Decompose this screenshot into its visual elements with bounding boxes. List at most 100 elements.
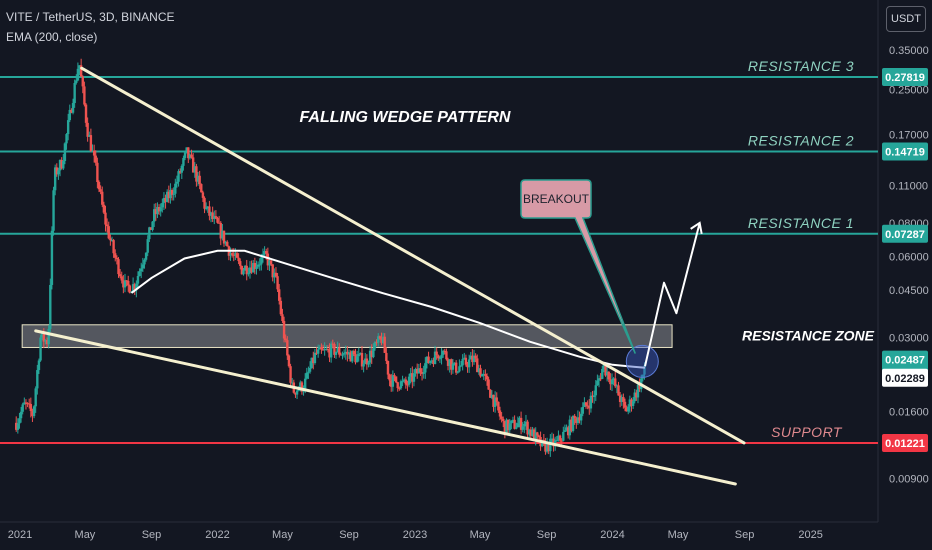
ema-value-tag-bg [882, 368, 928, 387]
candle-body [487, 379, 490, 390]
candle-body [45, 340, 49, 345]
candle-body [610, 380, 614, 385]
candle-body [562, 431, 565, 441]
candle-body [479, 368, 482, 377]
candle-body [169, 189, 172, 199]
candle-body [118, 274, 122, 277]
candle-body [136, 275, 140, 284]
candle-body [27, 403, 31, 405]
candle-body [560, 440, 563, 442]
candle-body [584, 402, 588, 406]
candle-body [265, 251, 268, 254]
candle-body [618, 395, 622, 403]
candle-body [605, 371, 609, 376]
breakout-label: BREAKOUT [523, 192, 590, 206]
candle-body [513, 419, 516, 429]
candle-body [403, 379, 406, 381]
candle-body [39, 337, 42, 361]
candle-body [26, 403, 29, 405]
candle-body [484, 374, 487, 376]
candle-body [430, 360, 434, 362]
candle-body [286, 340, 289, 356]
indicator-info[interactable]: EMA (200, close) [6, 30, 98, 44]
symbol-info[interactable]: VITE / TetherUS, 3D, BINANCE [6, 10, 175, 24]
projection-arrowhead [690, 221, 703, 235]
candle-body [471, 355, 474, 363]
candle-body [75, 80, 78, 83]
candle-body [49, 284, 52, 329]
ema-200-line [130, 249, 646, 369]
candles [15, 58, 646, 457]
level-price-tag-bg [882, 142, 928, 161]
candle-body [518, 417, 521, 424]
candle-body [432, 360, 435, 365]
level-label-support: SUPPORT [771, 424, 843, 440]
candle-body [385, 352, 388, 361]
candle-body [615, 385, 619, 387]
candle-body [485, 375, 489, 380]
candle-body [381, 336, 385, 343]
candle-body [313, 352, 317, 364]
candle-body [263, 251, 266, 255]
candle-body [297, 389, 300, 391]
candle-body [628, 399, 632, 407]
candle-body [467, 359, 471, 368]
candle-body [516, 423, 520, 428]
candle-body [300, 382, 304, 392]
candle-body [346, 351, 349, 355]
candle-body [599, 378, 602, 380]
candle-body [191, 157, 195, 173]
candle-body [162, 198, 166, 204]
candle-body [258, 264, 261, 266]
candle-body [260, 257, 263, 265]
candle-body [63, 143, 67, 161]
candle-body [70, 109, 73, 113]
candle-body [563, 430, 567, 432]
candle-body [573, 415, 576, 419]
candle-body [40, 332, 44, 338]
candle-body [633, 392, 636, 402]
last-price-tag: 0.02487 [885, 355, 925, 367]
candle-body [323, 349, 326, 351]
candle-body [336, 347, 339, 352]
candle-body [364, 358, 367, 364]
candle-body [472, 355, 476, 363]
candle-body [404, 379, 408, 385]
candle-body [354, 354, 357, 363]
candle-body [226, 241, 229, 247]
ema-value-tag: 0.02289 [885, 373, 925, 385]
x-tick-label: 2023 [403, 529, 427, 541]
candle-body [206, 206, 209, 209]
candle-body [274, 272, 278, 277]
y-tick-label: 0.03000 [889, 333, 929, 345]
candle-body [23, 402, 26, 405]
candle-body [521, 426, 524, 430]
candle-body [414, 368, 417, 374]
candle-body [497, 401, 500, 411]
candle-body [428, 361, 432, 364]
level-price-tag-bg [882, 67, 928, 86]
candle-body [178, 171, 182, 173]
candle-body [604, 364, 607, 376]
candle-body [248, 267, 252, 274]
level-price-tag: 0.14719 [885, 147, 925, 159]
candle-body [79, 65, 83, 77]
candle-body [161, 203, 164, 208]
candle-body [276, 276, 279, 290]
candle-body [495, 397, 498, 402]
candle-body [383, 336, 386, 353]
candle-body [237, 257, 240, 262]
candle-body [214, 216, 218, 218]
candle-body [493, 397, 497, 407]
candle-body [433, 351, 437, 365]
candle-body [329, 343, 333, 358]
candle-body [623, 401, 627, 408]
currency-button[interactable]: USDT [886, 6, 926, 32]
candle-body [480, 374, 484, 377]
candle-body [463, 357, 466, 359]
candle-body [114, 253, 117, 258]
candle-body [125, 280, 128, 282]
candle-body [222, 230, 226, 244]
candle-body [394, 376, 398, 383]
